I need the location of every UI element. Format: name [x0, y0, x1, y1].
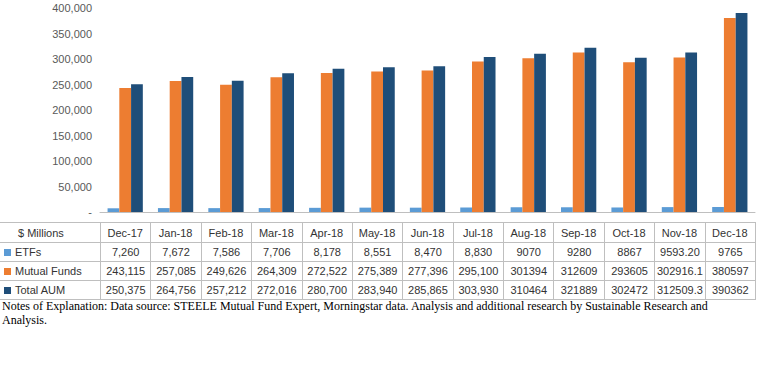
svg-text:May-18: May-18: [359, 227, 396, 239]
html-text:301394: 301394: [510, 265, 548, 277]
svg-text:250,000: 250,000: [52, 79, 92, 91]
html-text:277,396: 277,396: [408, 265, 448, 277]
svg-text:200,000: 200,000: [52, 104, 92, 116]
svg-text:100,000: 100,000: [52, 155, 92, 167]
html-text:312609: 312609: [560, 265, 598, 277]
html-text:283,940: 283,940: [357, 284, 398, 296]
svg-text:Dec-17: Dec-17: [107, 227, 142, 239]
html-text:310464: 310464: [510, 284, 548, 296]
html-text:272,016: 272,016: [256, 284, 297, 296]
html-text:Mutual Funds: Mutual Funds: [15, 265, 82, 277]
html-text:9765: 9765: [718, 246, 743, 258]
html-text:257,212: 257,212: [206, 284, 247, 296]
html-text:302916.1: 302916.1: [657, 265, 703, 277]
html-text:9280: 9280: [566, 246, 592, 258]
html-text:7,586: 7,586: [212, 246, 241, 258]
html-text:275,389: 275,389: [357, 265, 398, 277]
svg-text:Nov-18: Nov-18: [662, 227, 697, 239]
svg-text:Jan-18: Jan-18: [159, 227, 193, 239]
html-text:285,865: 285,865: [408, 284, 448, 296]
svg-text:350,000: 350,000: [52, 28, 92, 40]
svg-text:Jun-18: Jun-18: [411, 227, 445, 239]
html-text:380597: 380597: [711, 265, 749, 277]
html-text:249,626: 249,626: [206, 265, 247, 277]
svg-text:Dec-18: Dec-18: [712, 227, 747, 239]
html-text:8,178: 8,178: [313, 246, 341, 258]
html-text:9070: 9070: [516, 246, 541, 258]
html-text:264,309: 264,309: [256, 265, 297, 277]
html-text:8867: 8867: [617, 246, 642, 258]
svg-text:Feb-18: Feb-18: [209, 227, 244, 239]
svg-text:Sep-18: Sep-18: [561, 227, 596, 239]
html-text:257,085: 257,085: [156, 265, 196, 277]
svg-text:Apr-18: Apr-18: [310, 227, 343, 239]
html-text:295,100: 295,100: [458, 265, 499, 277]
html-text:Total AUM: Total AUM: [15, 284, 66, 296]
html-text:7,672: 7,672: [162, 246, 190, 258]
html-text:243,115: 243,115: [106, 265, 146, 277]
svg-text:300,000: 300,000: [52, 53, 92, 65]
html-text:7,706: 7,706: [263, 246, 291, 258]
svg-text:Jul-18: Jul-18: [463, 227, 493, 239]
html-text:280,700: 280,700: [307, 284, 348, 296]
svg-text:50,000: 50,000: [58, 181, 92, 193]
html-text:321889: 321889: [560, 284, 598, 296]
html-text:Notes of Explanation: Data sou: Notes of Explanation: Data source: STEEL…: [2, 299, 708, 327]
html-text:302472: 302472: [611, 284, 648, 296]
svg-text:Oct-18: Oct-18: [613, 227, 646, 239]
html-text:8,830: 8,830: [464, 246, 493, 258]
html-text:390362: 390362: [711, 284, 749, 296]
html-text:ETFs: ETFs: [15, 246, 42, 258]
html-text:264,756: 264,756: [156, 284, 196, 296]
html-text:8,470: 8,470: [414, 246, 442, 258]
svg-text:400,000: 400,000: [52, 2, 92, 14]
html-text:250,375: 250,375: [105, 284, 146, 296]
html-text:9593.20: 9593.20: [660, 246, 700, 258]
html-text:312509.3: 312509.3: [657, 284, 703, 296]
svg-text:-: -: [88, 206, 92, 218]
html-text:$ Millions: $ Millions: [18, 226, 64, 239]
html-text:272,522: 272,522: [307, 265, 348, 277]
html-text:303,930: 303,930: [458, 284, 499, 296]
html-text:293605: 293605: [611, 265, 648, 277]
svg-text:150,000: 150,000: [52, 130, 92, 142]
svg-text:Mar-18: Mar-18: [259, 227, 294, 239]
html-text:8,551: 8,551: [363, 246, 392, 258]
html-text:7,260: 7,260: [111, 246, 140, 258]
svg-text:Aug-18: Aug-18: [511, 227, 546, 239]
